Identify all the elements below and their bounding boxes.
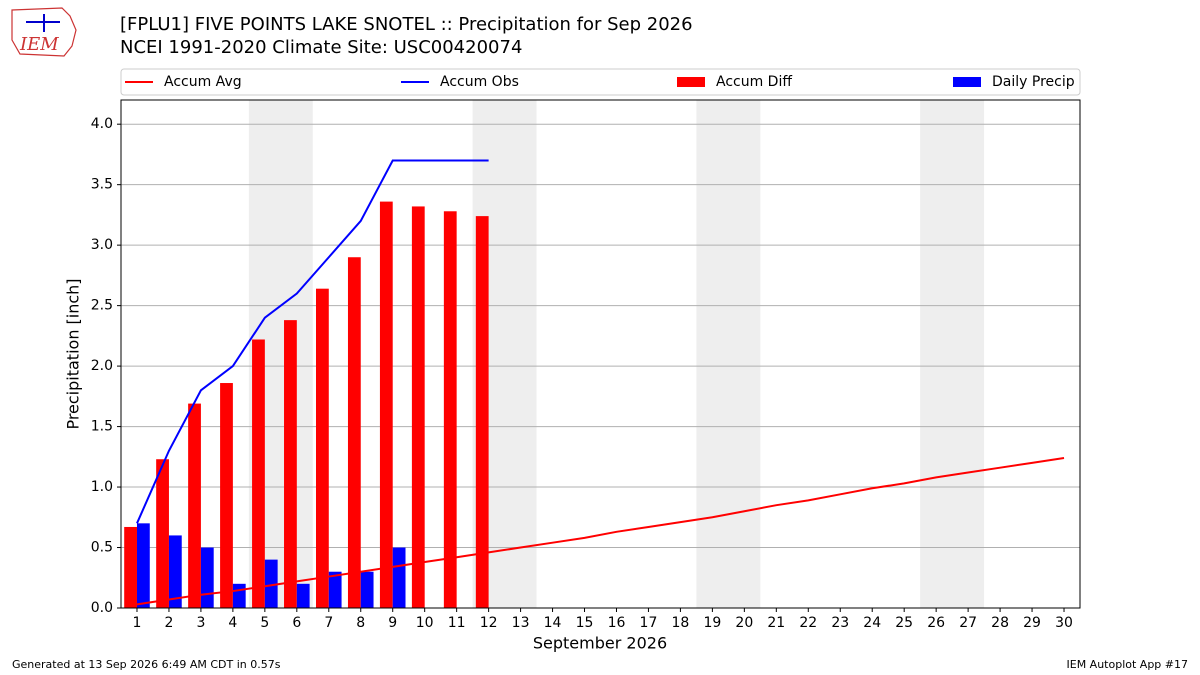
x-tick-label: 22 [799,615,817,631]
x-tick-label: 14 [544,615,562,631]
bar [315,288,329,608]
x-tick-label: 27 [959,615,977,631]
bar [347,257,361,608]
bar [328,571,342,608]
x-tick-label: 1 [133,615,142,631]
y-tick-label: 0.0 [91,600,113,616]
x-tick-label: 28 [991,615,1009,631]
legend-label: Accum Avg [164,74,242,90]
x-tick-label: 26 [927,615,945,631]
legend-label: Accum Obs [440,74,519,90]
logo: IEM [11,7,77,57]
bar [360,571,374,608]
chart-title: [FPLU1] FIVE POINTS LAKE SNOTEL :: Preci… [120,14,693,35]
y-tick-label: 0.5 [91,540,113,556]
line [136,159,489,524]
logo-text: IEM [19,34,59,55]
bar [411,206,425,608]
bar [220,383,233,608]
bar [475,216,489,608]
bar [232,583,246,608]
y-tick-label: 1.5 [91,419,113,435]
x-tick-label: 20 [735,615,753,631]
y-tick-label: 3.5 [91,177,113,193]
x-tick-label: 8 [356,615,365,631]
x-tick-label: 7 [324,615,333,631]
bar [168,535,182,608]
x-tick-label: 16 [608,615,626,631]
bar [200,547,214,608]
x-tick-label: 29 [1023,615,1041,631]
y-tick-label: 2.5 [91,298,113,314]
x-tick-label: 30 [1055,615,1073,631]
x-tick-label: 11 [448,615,466,631]
chart-subtitle: NCEI 1991-2020 Climate Site: USC00420074 [120,37,522,58]
x-tick-label: 3 [196,615,205,631]
legend-label: Accum Diff [716,74,792,90]
x-tick-label: 18 [672,615,690,631]
bar [252,339,265,608]
bar [392,547,406,608]
x-tick-label: 15 [576,615,594,631]
x-tick-label: 6 [292,615,301,631]
line [136,457,1065,606]
x-tick-label: 4 [228,615,237,631]
x-tick-label: 17 [640,615,658,631]
bar [264,559,278,608]
weekend-shade [920,100,985,608]
bar [136,523,150,608]
y-axis-label: Precipitation [inch] [64,278,83,429]
x-tick-label: 12 [480,615,498,631]
bar [156,459,169,608]
x-tick-label: 9 [388,615,397,631]
footer-left: Generated at 13 Sep 2026 6:49 AM CDT in … [12,658,281,671]
plot-frame [120,99,1081,609]
x-tick-label: 5 [260,615,269,631]
bar [379,201,393,608]
bar [124,526,137,608]
x-tick-label: 21 [767,615,785,631]
x-tick-label: 25 [895,615,913,631]
bar [296,583,310,608]
x-tick-label: 23 [831,615,849,631]
x-tick-label: 2 [164,615,173,631]
footer-right: IEM Autoplot App #17 [1067,658,1189,671]
legend-swatch [677,77,705,87]
x-tick-label: 10 [416,615,434,631]
y-tick-label: 2.0 [91,358,113,374]
x-tick-label: 19 [703,615,721,631]
x-tick-label: 24 [863,615,881,631]
y-tick-label: 4.0 [91,116,113,132]
logo-outline [11,7,77,57]
y-tick-label: 3.0 [91,237,113,253]
x-tick-label: 13 [512,615,530,631]
bar [284,320,297,608]
bar [188,403,201,608]
legend-label: Daily Precip [992,74,1075,90]
y-tick-label: 1.0 [91,479,113,495]
weekend-shade [696,100,761,608]
legend-swatch [953,77,981,87]
legend-box [120,68,1081,96]
x-axis-label: September 2026 [533,634,667,653]
bar [443,211,457,608]
